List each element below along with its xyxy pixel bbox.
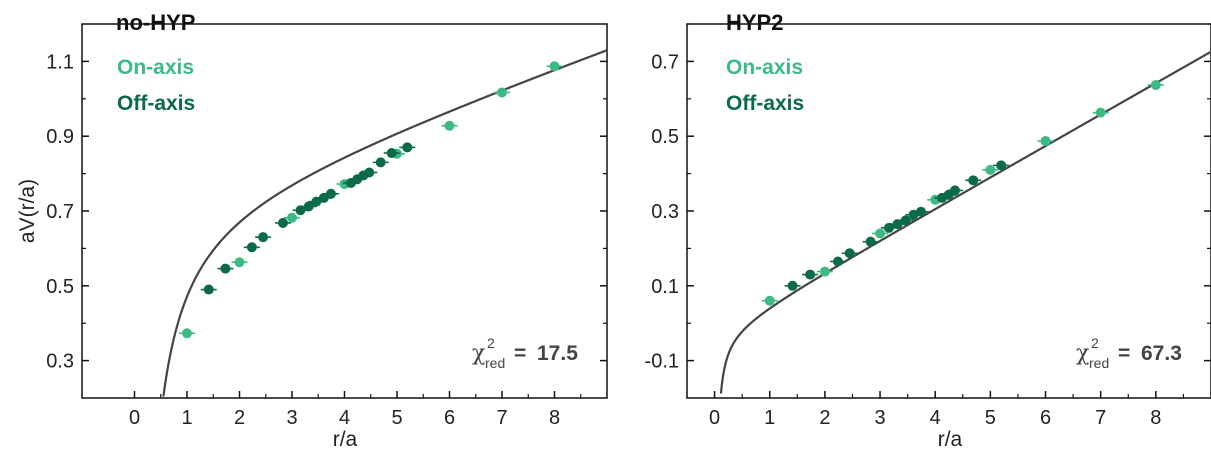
- x-tick-label: 8: [1150, 407, 1161, 429]
- on-axis-point: [234, 257, 245, 268]
- on-axis-point: [1150, 79, 1161, 90]
- chi-equals: =: [1118, 342, 1130, 365]
- y-tick-label: 1.1: [46, 51, 74, 73]
- chi-value: 67.3: [1141, 342, 1182, 365]
- panel-title: HYP2: [726, 10, 783, 35]
- x-tick-label: 4: [339, 407, 350, 429]
- x-tick-label: 5: [391, 407, 402, 429]
- data-points: [761, 79, 1164, 306]
- x-tick-label: 1: [181, 407, 192, 429]
- x-tick-label: 3: [286, 407, 297, 429]
- fit-curve: [719, 50, 1211, 394]
- chi-square-annotation: χ 2 red = 17.5: [472, 335, 578, 371]
- off-axis-point: [865, 236, 876, 247]
- on-axis-point: [764, 295, 775, 306]
- chi-value: 17.5: [537, 342, 578, 365]
- x-tick-label: 1: [764, 407, 775, 429]
- on-axis-point: [875, 228, 886, 239]
- y-tick-label: 0.1: [651, 276, 679, 298]
- off-axis-point: [220, 263, 231, 274]
- off-axis-point: [295, 205, 306, 216]
- on-axis-point: [287, 212, 297, 223]
- x-tick-label: 3: [874, 407, 885, 429]
- chi-symbol: χ: [472, 341, 485, 366]
- on-axis-point: [549, 61, 560, 72]
- legend-off-axis: Off-axis: [117, 92, 195, 115]
- x-ticks: 0 1 2 3 4 5 6 7 8: [129, 391, 582, 429]
- off-axis-point: [787, 280, 798, 291]
- y-ticks: -0.1 0.1 0.3 0.5 0.7: [645, 23, 1211, 373]
- off-axis-point: [883, 222, 894, 233]
- x-tick-label: 7: [496, 407, 507, 429]
- y-tick-label: 0.3: [46, 351, 74, 373]
- off-axis-point: [900, 215, 911, 226]
- on-axis-point: [444, 120, 455, 131]
- x-tick-label: 8: [549, 407, 560, 429]
- on-axis-point: [182, 328, 192, 339]
- on-axis-point: [985, 164, 996, 175]
- y-tick-label: 0.7: [46, 201, 74, 223]
- off-axis-point: [303, 201, 314, 212]
- off-axis-point: [844, 248, 855, 259]
- off-axis-point: [968, 175, 979, 186]
- x-tick-label: 2: [234, 407, 245, 429]
- x-tick-label: 6: [1040, 407, 1051, 429]
- y-tick-label: 0.5: [651, 126, 679, 148]
- x-tick-label: 0: [129, 407, 140, 429]
- panel-no-hyp: no-HYP On-axis Off-axis aV(r/a) r/a 0 1 2 3…: [16, 10, 608, 451]
- chi-square-annotation: χ 2 red = 67.3: [1076, 335, 1182, 371]
- x-tick-label: 5: [985, 407, 996, 429]
- y-tick-label: 0.3: [651, 201, 679, 223]
- x-tick-label: 0: [709, 407, 720, 429]
- data-points: [179, 61, 563, 339]
- y-tick-label: 0.9: [46, 126, 74, 148]
- x-ticks: 0 1 2 3 4 5 6 7 8: [709, 391, 1185, 429]
- x-axis-label: r/a: [938, 428, 963, 451]
- x-axis-label: r/a: [333, 428, 358, 451]
- chi-superscript: 2: [487, 335, 495, 351]
- off-axis-point: [375, 157, 386, 168]
- legend-on-axis: On-axis: [117, 56, 194, 79]
- chi-subscript: red: [485, 355, 505, 371]
- on-axis-point: [497, 87, 507, 98]
- fit-curve: [162, 49, 608, 397]
- y-ticks: 0.3 0.5 0.7 0.9 1.1: [46, 51, 607, 373]
- off-axis-point: [258, 232, 269, 243]
- off-axis-point: [402, 142, 413, 153]
- plot-frame: [686, 23, 1211, 399]
- y-tick-label: 0.7: [651, 51, 679, 73]
- panel-title: no-HYP: [116, 10, 195, 35]
- panel-hyp2: HYP2 On-axis Off-axis r/a 0 1 2 3 4 5 6 7 8 -0.1…: [645, 10, 1211, 451]
- off-axis-point: [386, 148, 397, 159]
- off-axis-point: [311, 196, 322, 207]
- on-axis-point: [819, 266, 830, 277]
- off-axis-point: [277, 217, 288, 228]
- x-tick-label: 6: [444, 407, 455, 429]
- off-axis-point: [915, 206, 926, 217]
- off-axis-point: [325, 188, 336, 199]
- y-tick-label: -0.1: [645, 351, 679, 373]
- chi-symbol: χ: [1076, 341, 1089, 366]
- off-axis-point: [832, 256, 843, 267]
- y-tick-label: 0.5: [46, 276, 74, 298]
- y-axis-label: aV(r/a): [16, 179, 39, 243]
- on-axis-point: [1095, 107, 1106, 118]
- chi-superscript: 2: [1091, 335, 1099, 351]
- x-tick-label: 4: [930, 407, 941, 429]
- off-axis-point: [892, 219, 903, 230]
- off-axis-point: [950, 185, 961, 196]
- off-axis-point: [364, 167, 375, 178]
- legend-off-axis: Off-axis: [726, 92, 804, 115]
- x-tick-label: 2: [819, 407, 830, 429]
- off-axis-point: [203, 284, 214, 295]
- off-axis-point: [246, 242, 257, 253]
- x-tick-label: 7: [1095, 407, 1106, 429]
- chi-subscript: red: [1089, 355, 1109, 371]
- off-axis-point: [996, 160, 1007, 171]
- chi-equals: =: [514, 342, 526, 365]
- on-axis-point: [1040, 136, 1051, 147]
- legend-on-axis: On-axis: [726, 56, 803, 79]
- off-axis-point: [805, 269, 816, 280]
